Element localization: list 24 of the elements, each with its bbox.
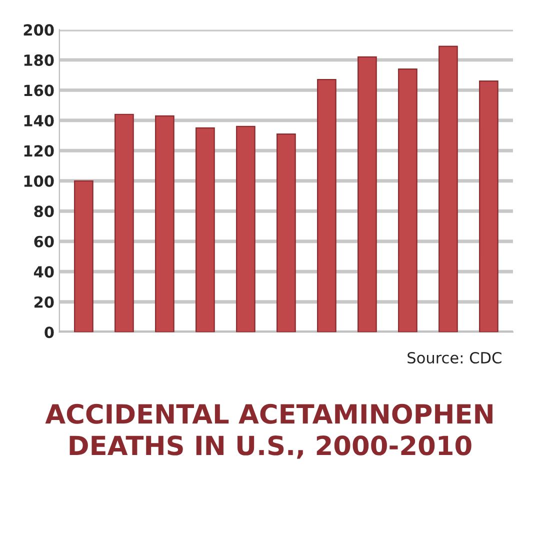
bar: [358, 56, 377, 332]
bar: [317, 79, 336, 332]
bar: [155, 115, 174, 332]
y-tick-label: 200: [24, 24, 54, 36]
bar: [438, 46, 458, 332]
source-note: Source: CDC: [408, 352, 502, 364]
bar: [114, 114, 134, 332]
y-tick-label: 60: [34, 236, 54, 248]
bar: [398, 68, 418, 332]
bar: [196, 127, 215, 332]
bar: [236, 126, 256, 332]
y-tick-label: 100: [24, 175, 54, 187]
text: ACCIDENTAL ACETAMINOPHEN DEATHS IN U.S., 2000-2010: [45, 404, 492, 459]
y-tick-label: 80: [34, 206, 54, 218]
y-tick-label: 120: [24, 145, 54, 157]
bar: [479, 80, 498, 332]
y-tick-label: 140: [24, 114, 54, 126]
bar: [276, 133, 296, 332]
y-tick-label: 40: [34, 266, 54, 278]
y-tick-label: 180: [24, 54, 54, 66]
y-tick-label: 0: [44, 326, 54, 338]
y-tick-label: 160: [24, 84, 54, 96]
bar: [74, 180, 94, 332]
y-tick-label: 20: [34, 296, 54, 308]
